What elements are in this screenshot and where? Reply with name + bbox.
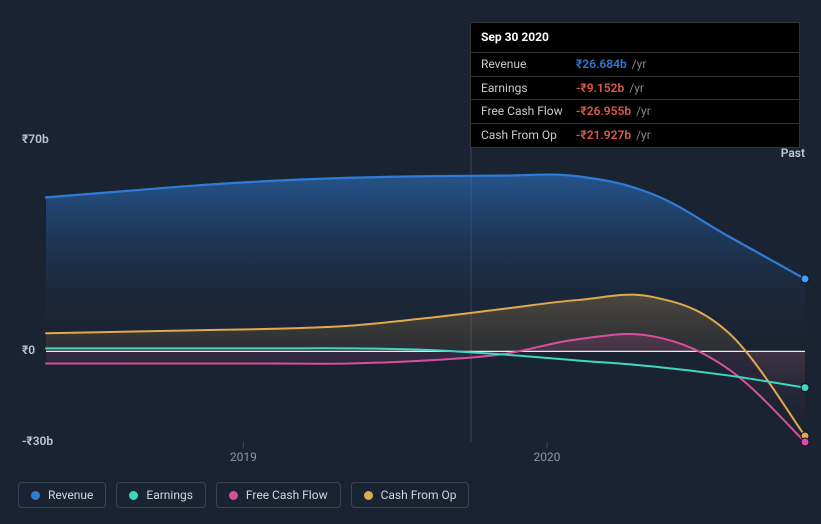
tooltip-row: Earnings-₹9.152b /yr <box>471 77 799 101</box>
tooltip-label: Earnings <box>481 80 576 97</box>
tooltip-unit: /yr <box>633 104 651 118</box>
revenue-end-marker <box>801 275 809 283</box>
tooltip-row: Revenue₹26.684b /yr <box>471 53 799 77</box>
tooltip-value: -₹21.927b <box>576 128 631 142</box>
legend-label: Free Cash Flow <box>246 488 328 502</box>
legend-label: Cash From Op <box>381 488 457 502</box>
hover-tooltip: Sep 30 2020 Revenue₹26.684b /yrEarnings-… <box>470 22 800 148</box>
tooltip-row: Cash From Op-₹21.927b /yr <box>471 124 799 147</box>
tooltip-header: Sep 30 2020 <box>471 23 799 53</box>
tooltip-value: ₹26.684b <box>576 57 627 71</box>
free_cash_flow-end-marker <box>801 438 809 446</box>
tooltip-label: Revenue <box>481 56 576 73</box>
tooltip-unit: /yr <box>626 81 644 95</box>
legend-item-cash_from_op[interactable]: Cash From Op <box>351 482 470 508</box>
tooltip-label: Free Cash Flow <box>481 103 576 120</box>
x-tick-label: 2020 <box>533 450 560 464</box>
tooltip-label: Cash From Op <box>481 127 576 144</box>
tooltip-value: -₹9.152b <box>576 81 624 95</box>
y-tick-label: ₹0 <box>22 343 35 357</box>
earnings-end-marker <box>801 384 809 392</box>
chart-container: Past Sep 30 2020 Revenue₹26.684b /yrEarn… <box>0 0 821 524</box>
legend-swatch-icon <box>229 491 238 500</box>
legend-swatch-icon <box>364 491 373 500</box>
tooltip-unit: /yr <box>629 57 647 71</box>
tooltip-unit: /yr <box>633 128 651 142</box>
legend-label: Revenue <box>48 488 93 502</box>
x-tick-label: 2019 <box>230 450 257 464</box>
legend-swatch-icon <box>129 491 138 500</box>
legend-item-earnings[interactable]: Earnings <box>116 482 206 508</box>
tooltip-value: -₹26.955b <box>576 104 631 118</box>
y-tick-label: ₹70b <box>22 132 49 146</box>
tooltip-row: Free Cash Flow-₹26.955b /yr <box>471 100 799 124</box>
legend-label: Earnings <box>146 488 193 502</box>
legend: Revenue Earnings Free Cash Flow Cash From O… <box>18 482 469 508</box>
past-label: Past <box>781 146 805 160</box>
legend-item-free_cash_flow[interactable]: Free Cash Flow <box>216 482 341 508</box>
y-tick-label: -₹30b <box>22 434 53 448</box>
legend-swatch-icon <box>31 491 40 500</box>
legend-item-revenue[interactable]: Revenue <box>18 482 106 508</box>
